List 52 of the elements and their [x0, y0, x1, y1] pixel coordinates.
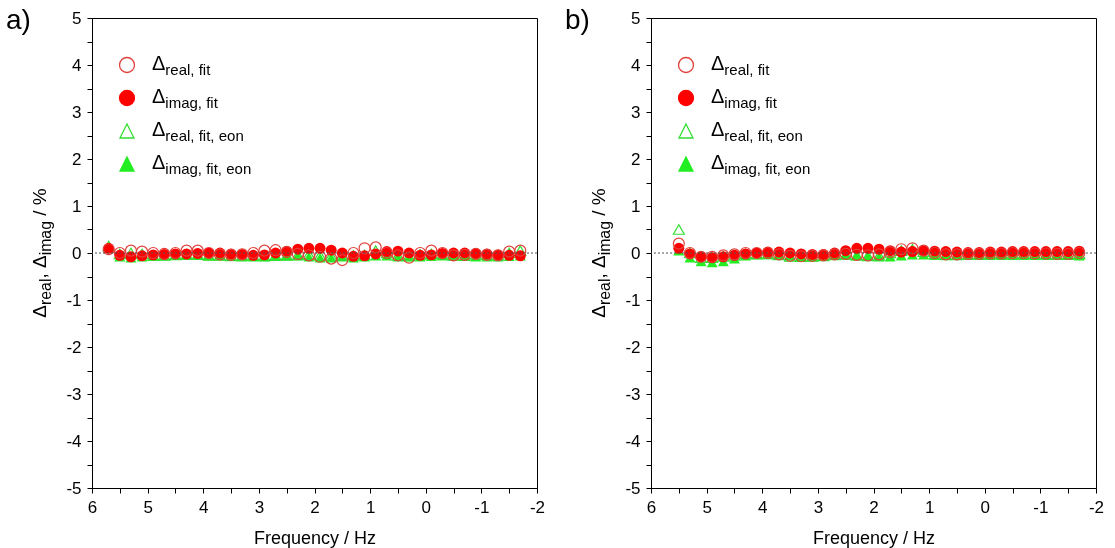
- y-tick-label: 1: [631, 196, 641, 216]
- y-tick-label: 4: [72, 55, 82, 75]
- y-tick-label: -3: [66, 384, 82, 404]
- legend-label: Δ$_{imag, fit}$: [711, 84, 777, 111]
- x-tick-label: -1: [1033, 497, 1049, 517]
- x-tick-label: 3: [254, 497, 265, 517]
- x-axis-title: Frequency / Hz: [812, 527, 936, 548]
- y-tick-label: 5: [631, 8, 641, 28]
- y-tick-label: 1: [72, 196, 82, 216]
- x-tick-label: 0: [980, 497, 990, 517]
- y-tick-label: 4: [631, 55, 641, 75]
- y-tick-label: 3: [631, 102, 641, 122]
- legend-label: Δ$_{real, fit}$: [152, 51, 211, 78]
- y-tick-label: -3: [625, 384, 641, 404]
- y-tick-label: -4: [625, 431, 641, 451]
- chart-title: a): [6, 4, 31, 36]
- y-tick-label: -4: [66, 431, 82, 451]
- chart-title: b): [565, 4, 590, 36]
- legend-label: Δ$_{real, fit, eon}$: [711, 117, 803, 144]
- x-tick-label: 0: [421, 497, 431, 517]
- y-tick-label: 2: [631, 149, 641, 169]
- x-tick-label: -2: [1088, 497, 1105, 517]
- x-tick-label: -2: [529, 497, 546, 517]
- x-tick-label: 5: [702, 497, 712, 517]
- y-tick-label: 3: [72, 102, 82, 122]
- y-tick-label: -1: [66, 290, 82, 310]
- y-tick-label: -5: [625, 478, 641, 498]
- x-tick-label: 3: [813, 497, 824, 517]
- x-tick-label: 4: [199, 497, 209, 517]
- y-tick-label: 2: [72, 149, 82, 169]
- y-tick-label: 0: [72, 243, 82, 263]
- x-tick-label: 1: [924, 497, 935, 517]
- legend-label: Δ$_{imag, fit, eon}$: [711, 150, 811, 177]
- legend-label: Δ$_{imag, fit, eon}$: [152, 150, 252, 177]
- x-axis-title: Frequency / Hz: [253, 527, 377, 548]
- y-tick-label: -2: [66, 337, 82, 357]
- x-tick-label: 6: [646, 497, 657, 517]
- y-tick-label: -1: [625, 290, 641, 310]
- x-tick-label: -1: [474, 497, 490, 517]
- legend-label: Δ$_{real, fit, eon}$: [152, 117, 244, 144]
- y-tick-label: -2: [625, 337, 641, 357]
- x-tick-label: 4: [758, 497, 768, 517]
- y-tick-label: -5: [66, 478, 82, 498]
- x-tick-label: 1: [365, 497, 376, 517]
- x-tick-label: 2: [310, 497, 320, 517]
- x-tick-label: 2: [869, 497, 879, 517]
- legend-label: Δ$_{real, fit}$: [711, 51, 770, 78]
- x-tick-label: 6: [87, 497, 98, 517]
- x-tick-label: 5: [143, 497, 153, 517]
- y-tick-label: 5: [72, 8, 82, 28]
- legend-label: Δ$_{imag, fit}$: [152, 84, 218, 111]
- y-tick-label: 0: [631, 243, 641, 263]
